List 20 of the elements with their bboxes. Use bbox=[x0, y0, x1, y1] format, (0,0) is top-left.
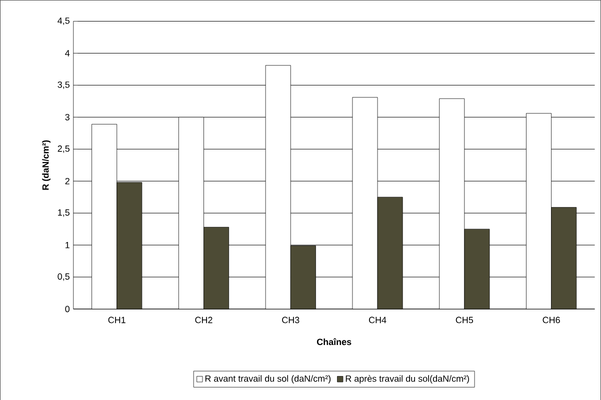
y-tick-label: 1 bbox=[66, 242, 70, 248]
y-tick-label: 4,5 bbox=[58, 17, 70, 25]
x-tick-label: CH4 bbox=[368, 316, 386, 323]
y-tick-label: 3,5 bbox=[58, 81, 70, 89]
y-tick-label: 1,5 bbox=[58, 209, 70, 217]
y-axis-title: R (daN/cm²) bbox=[42, 140, 51, 190]
x-tick-label: CH1 bbox=[108, 316, 126, 323]
x-tick-label: CH3 bbox=[282, 316, 300, 323]
y-tick-label: 3 bbox=[65, 114, 70, 120]
y-tick-label: 0 bbox=[65, 306, 70, 312]
y-tick-label: 4 bbox=[65, 50, 70, 56]
legend-label: R avant travail du sol (daN/cm²) bbox=[205, 374, 331, 384]
y-tick-label: 0,5 bbox=[58, 273, 70, 281]
x-tick-label: CH6 bbox=[542, 316, 560, 323]
legend-label: R après travail du sol(daN/cm²) bbox=[346, 374, 469, 384]
x-tick-label: CH2 bbox=[195, 316, 212, 323]
y-tick-label: 2 bbox=[65, 178, 70, 184]
x-axis-title: Chaînes bbox=[316, 338, 352, 345]
x-tick-label: CH5 bbox=[456, 316, 474, 323]
y-tick-label: 2,5 bbox=[58, 145, 70, 153]
